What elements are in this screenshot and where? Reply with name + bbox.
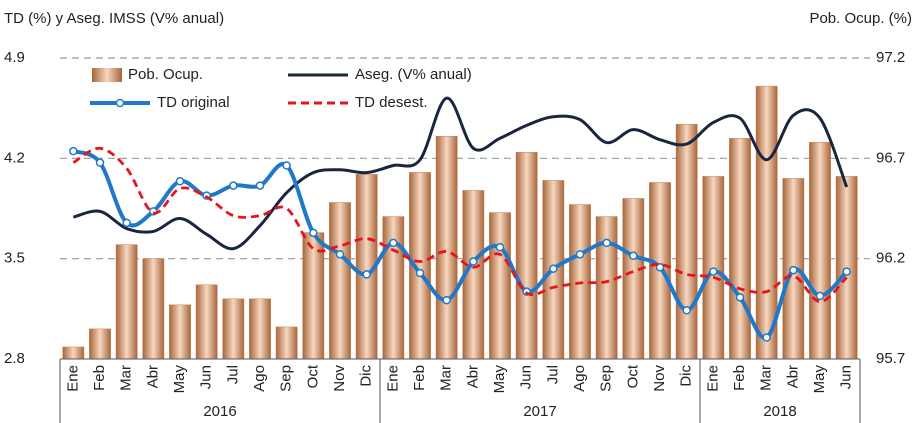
marker — [815, 291, 825, 301]
x-tick-label: Jun — [518, 365, 535, 389]
x-tick-label: Mar — [758, 365, 775, 391]
bar — [435, 136, 458, 360]
bar — [249, 298, 271, 360]
y2-tick-label: 96.7 — [876, 149, 905, 166]
marker — [335, 250, 345, 259]
x-tick-label: Feb — [411, 365, 428, 391]
x-tick-label: Abr — [784, 365, 801, 388]
marker — [602, 238, 611, 248]
marker — [69, 146, 78, 156]
line — [72, 146, 848, 304]
bar — [169, 304, 191, 360]
legend-label: Aseg. (V% anual) — [355, 66, 472, 83]
y2-axis-title: Pob. Ocup. (%) — [809, 10, 912, 27]
x-tick-label: Feb — [731, 365, 748, 391]
bar — [195, 284, 218, 360]
x-tick-label: May — [171, 365, 188, 394]
marker — [309, 228, 318, 238]
x-tick-label: Jul — [544, 365, 561, 384]
x-tick-label: Ene — [704, 365, 721, 392]
marker — [362, 270, 371, 279]
bar — [809, 142, 831, 360]
x-tick-label: Oct — [624, 364, 641, 388]
marker — [549, 264, 558, 273]
bar — [222, 298, 245, 360]
x-tick-label: Mar — [438, 365, 455, 391]
y-tick-label: 3.5 — [4, 250, 25, 267]
bar — [622, 198, 645, 360]
x-tick-label: Abr — [464, 365, 481, 388]
marker — [762, 333, 771, 342]
line — [72, 96, 849, 251]
x-tick-label: Jun — [838, 365, 855, 389]
y2-tick-label: 95.7 — [876, 350, 905, 367]
y2-tick-label: 96.2 — [876, 250, 905, 267]
bar — [729, 138, 751, 360]
x-tick-label: Abr — [144, 365, 161, 388]
bar — [382, 216, 405, 360]
marker — [255, 181, 265, 190]
x-tick-label: Dic — [358, 365, 375, 387]
marker — [842, 267, 851, 276]
x-tick-label: Jul — [224, 365, 241, 384]
bar — [675, 123, 698, 360]
bar — [329, 202, 351, 360]
x-tick-label: Oct — [304, 364, 321, 388]
y-tick-label: 2.8 — [4, 350, 25, 367]
bar — [515, 152, 538, 360]
marker — [629, 251, 638, 261]
x-tick-label: Jun — [198, 365, 215, 389]
marker — [682, 306, 691, 315]
year-label: 2016 — [203, 403, 236, 420]
bar — [142, 258, 165, 360]
marker — [122, 218, 131, 228]
marker — [282, 161, 291, 170]
marker — [389, 238, 398, 248]
marker — [229, 181, 238, 190]
bar — [89, 328, 111, 360]
y2-tick-label: 97.2 — [876, 49, 905, 66]
marker — [415, 268, 425, 278]
x-tick-label: Ene — [384, 365, 401, 392]
legend-marker — [115, 98, 125, 108]
x-tick-label: Mar — [118, 365, 135, 391]
y-tick-label: 4.9 — [4, 49, 25, 66]
x-tick-label: Ago — [251, 365, 268, 392]
bar — [595, 216, 618, 360]
bar — [115, 244, 138, 360]
x-tick-label: Sep — [598, 365, 615, 392]
x-tick-label: Nov — [651, 365, 668, 392]
y-axis-title: TD (%) y Aseg. IMSS (V% anual) — [4, 10, 224, 27]
x-tick-label: Ene — [64, 365, 81, 392]
x-tick-label: Dic — [678, 365, 695, 387]
year-label: 2017 — [523, 403, 556, 420]
marker — [469, 257, 478, 266]
legend-label: TD desest. — [355, 94, 428, 111]
x-tick-label: Sep — [278, 365, 295, 392]
marker — [709, 267, 718, 276]
legend-label: TD original — [157, 94, 230, 111]
bar — [275, 326, 298, 360]
x-tick-label: May — [491, 365, 508, 394]
x-tick-label: Feb — [91, 365, 108, 391]
marker — [789, 265, 798, 275]
marker — [575, 250, 585, 259]
x-tick-label: Nov — [331, 365, 348, 392]
bar — [62, 346, 85, 360]
marker — [175, 177, 185, 186]
legend-swatch — [92, 68, 122, 82]
marker — [442, 295, 451, 305]
x-tick-label: May — [811, 365, 828, 394]
y-tick-label: 4.2 — [4, 149, 25, 166]
marker — [95, 158, 105, 167]
year-label: 2018 — [763, 403, 796, 420]
x-tick-label: Ago — [571, 365, 588, 392]
marker — [735, 293, 745, 302]
bar — [489, 212, 511, 360]
legend-label: Pob. Ocup. — [128, 66, 203, 83]
marker — [495, 242, 505, 252]
